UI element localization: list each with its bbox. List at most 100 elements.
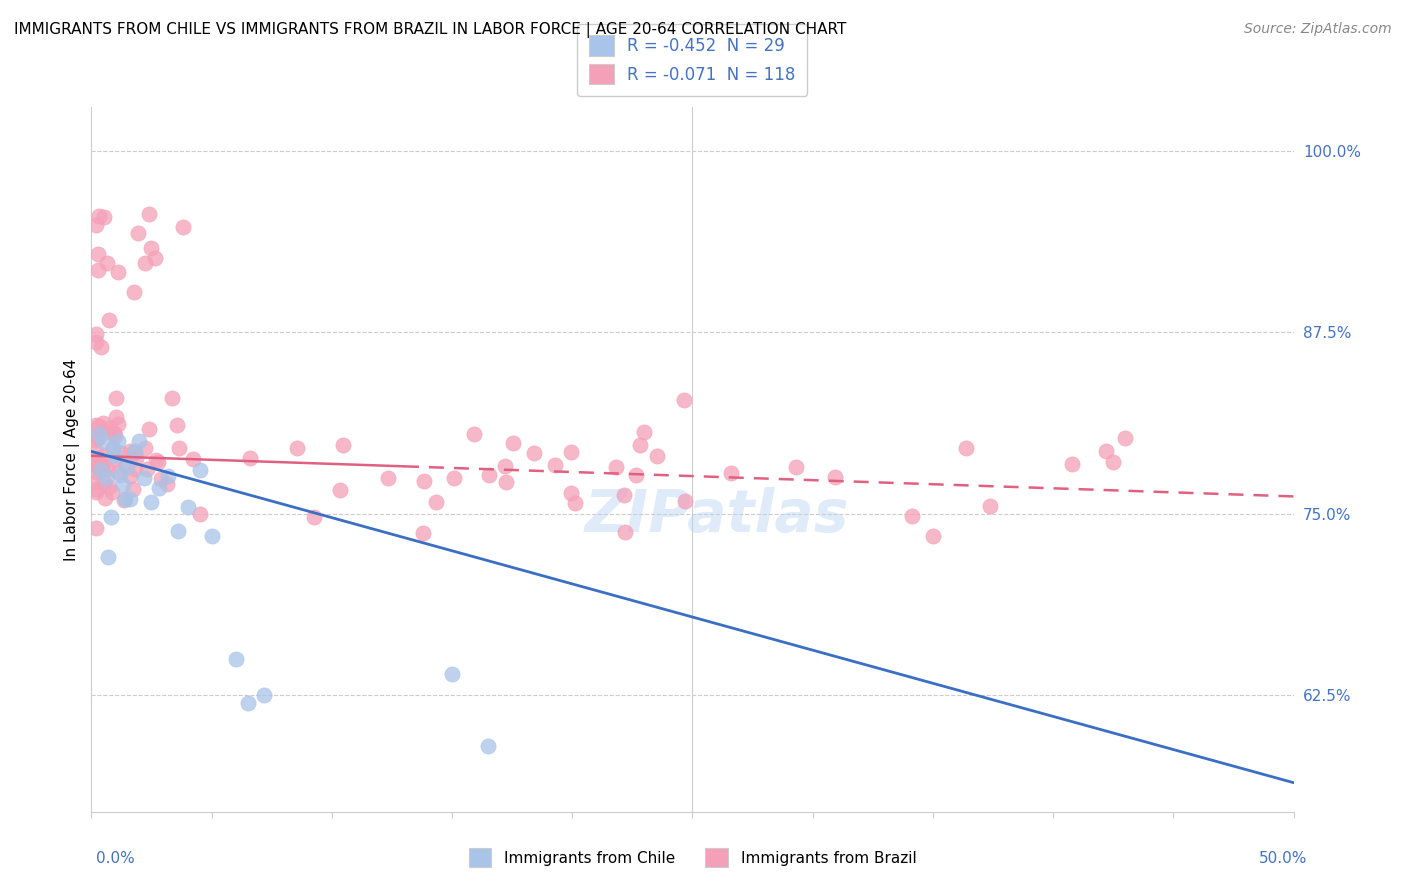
Point	[122, 446, 145, 460]
Point	[138, 207, 160, 221]
Point	[124, 444, 146, 458]
Point	[101, 442, 124, 457]
Point	[121, 482, 143, 496]
Point	[523, 445, 546, 459]
Point	[495, 475, 517, 489]
Point	[979, 499, 1001, 513]
Point	[824, 470, 846, 484]
Point	[125, 450, 148, 465]
Point	[377, 471, 399, 485]
Point	[118, 468, 141, 483]
Point	[90, 461, 112, 475]
Point	[1114, 432, 1136, 446]
Point	[955, 441, 977, 455]
Point	[149, 471, 172, 485]
Point	[673, 392, 696, 407]
Point	[148, 481, 170, 495]
Point	[93, 210, 115, 224]
Point	[477, 739, 499, 754]
Point	[166, 417, 188, 432]
Point	[105, 391, 128, 405]
Point	[90, 462, 112, 476]
Point	[97, 312, 120, 326]
Point	[111, 478, 134, 492]
Point	[93, 448, 115, 462]
Point	[120, 444, 142, 458]
Point	[91, 416, 114, 430]
Point	[613, 488, 636, 502]
Point	[107, 265, 129, 279]
Point	[143, 251, 166, 265]
Point	[605, 460, 627, 475]
Point	[84, 465, 107, 479]
Point	[285, 441, 308, 455]
Point	[167, 524, 190, 539]
Point	[141, 495, 163, 509]
Point	[146, 455, 169, 469]
Point	[115, 458, 138, 473]
Point	[134, 441, 156, 455]
Point	[145, 453, 167, 467]
Point	[624, 467, 647, 482]
Point	[440, 666, 463, 681]
Point	[96, 425, 118, 439]
Point	[93, 434, 115, 449]
Point	[84, 452, 107, 467]
Point	[84, 218, 107, 232]
Point	[110, 467, 132, 482]
Point	[84, 444, 107, 458]
Point	[87, 453, 110, 467]
Legend: Immigrants from Chile, Immigrants from Brazil: Immigrants from Chile, Immigrants from B…	[461, 840, 924, 874]
Point	[201, 529, 224, 543]
Point	[96, 256, 118, 270]
Point	[544, 458, 567, 473]
Point	[104, 409, 127, 424]
Point	[107, 465, 129, 479]
Point	[96, 461, 118, 475]
Point	[97, 550, 120, 565]
Point	[921, 529, 943, 543]
Point	[84, 428, 107, 442]
Point	[560, 445, 582, 459]
Point	[84, 417, 107, 432]
Point	[628, 437, 651, 451]
Point	[463, 426, 485, 441]
Point	[412, 525, 434, 540]
Point	[1102, 455, 1125, 469]
Point	[118, 492, 141, 507]
Point	[560, 486, 582, 500]
Point	[89, 454, 111, 468]
Point	[103, 426, 125, 441]
Text: 50.0%: 50.0%	[1260, 852, 1308, 866]
Point	[93, 491, 115, 505]
Point	[188, 463, 211, 477]
Point	[332, 438, 354, 452]
Point	[84, 457, 107, 471]
Point	[101, 442, 124, 456]
Point	[901, 508, 924, 523]
Point	[104, 449, 127, 463]
Point	[97, 480, 120, 494]
Point	[157, 469, 180, 483]
Point	[785, 460, 807, 475]
Text: Source: ZipAtlas.com: Source: ZipAtlas.com	[1244, 22, 1392, 37]
Point	[84, 434, 107, 448]
Point	[90, 340, 112, 354]
Point	[236, 696, 259, 710]
Point	[225, 652, 247, 666]
Point	[87, 247, 110, 261]
Point	[329, 483, 352, 498]
Point	[124, 444, 146, 458]
Point	[89, 459, 111, 474]
Point	[87, 431, 110, 445]
Text: ZIPatlas: ZIPatlas	[585, 487, 849, 544]
Point	[104, 429, 127, 443]
Point	[673, 493, 696, 508]
Point	[477, 468, 499, 483]
Point	[84, 521, 107, 535]
Point	[302, 510, 325, 524]
Point	[134, 256, 156, 270]
Point	[139, 241, 162, 255]
Point	[87, 461, 110, 475]
Point	[84, 482, 107, 496]
